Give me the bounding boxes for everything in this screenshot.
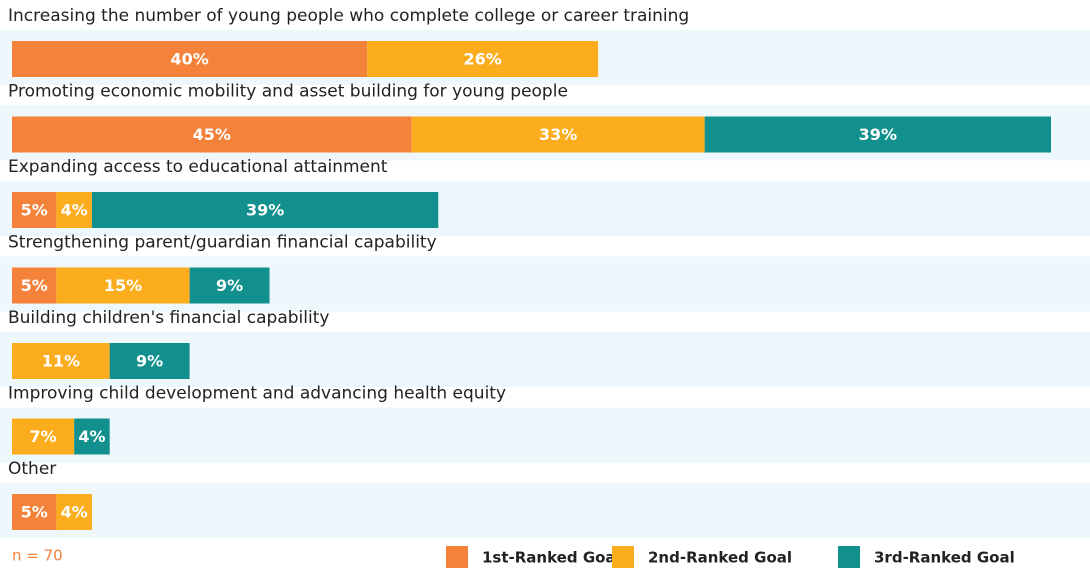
category-label: Improving child development and advancin… <box>8 384 506 404</box>
value-label: 39% <box>246 201 284 220</box>
legend-swatch <box>612 546 634 568</box>
bar-segment <box>91 192 439 228</box>
value-label: 4% <box>78 427 105 446</box>
bar-segment <box>56 192 92 228</box>
value-label: 5% <box>21 503 48 522</box>
value-label: 7% <box>29 427 56 446</box>
category-label: Strengthening parent/guardian financial … <box>8 233 437 253</box>
value-label: 4% <box>61 503 88 522</box>
value-label: 40% <box>170 50 208 69</box>
value-label: 11% <box>42 352 80 371</box>
value-label: 39% <box>859 125 897 144</box>
value-label: 26% <box>464 50 502 69</box>
bar-segment <box>411 116 705 153</box>
bar-segment <box>12 418 75 455</box>
bar-segment <box>74 418 110 455</box>
bar-segment <box>12 267 57 304</box>
bar-segment <box>189 267 270 304</box>
value-label: 9% <box>136 352 163 371</box>
legend-swatch <box>838 546 860 568</box>
category-label: Promoting economic mobility and asset bu… <box>8 82 568 102</box>
value-label: 5% <box>21 201 48 220</box>
bar-segment <box>367 41 599 77</box>
value-label: 9% <box>216 276 243 295</box>
category-label: Building children's financial capability <box>8 308 329 328</box>
bar-segment <box>704 116 1051 153</box>
bar-segment <box>12 192 57 228</box>
bar-segment <box>56 494 92 530</box>
bar-segment <box>12 343 110 379</box>
legend-swatch <box>446 546 468 568</box>
legend-label: 2nd-Ranked Goal <box>648 549 792 567</box>
sample-note: n = 70 <box>12 547 63 565</box>
bar-segment <box>12 116 412 153</box>
bar-segment <box>109 343 190 379</box>
value-label: 33% <box>539 125 577 144</box>
category-label: Other <box>8 459 56 479</box>
value-label: 15% <box>104 276 142 295</box>
legend-label: 3rd-Ranked Goal <box>874 549 1015 567</box>
value-label: 4% <box>61 201 88 220</box>
bar-segment <box>12 494 57 530</box>
category-label: Increasing the number of young people wh… <box>8 6 689 26</box>
bar-segment <box>56 267 190 304</box>
row-band <box>0 407 1090 463</box>
category-label: Expanding access to educational attainme… <box>8 157 388 177</box>
value-label: 5% <box>21 276 48 295</box>
row-band <box>0 483 1090 538</box>
legend-label: 1st-Ranked Goal <box>482 549 621 567</box>
value-label: 45% <box>193 125 231 144</box>
bar-segment <box>12 41 368 77</box>
